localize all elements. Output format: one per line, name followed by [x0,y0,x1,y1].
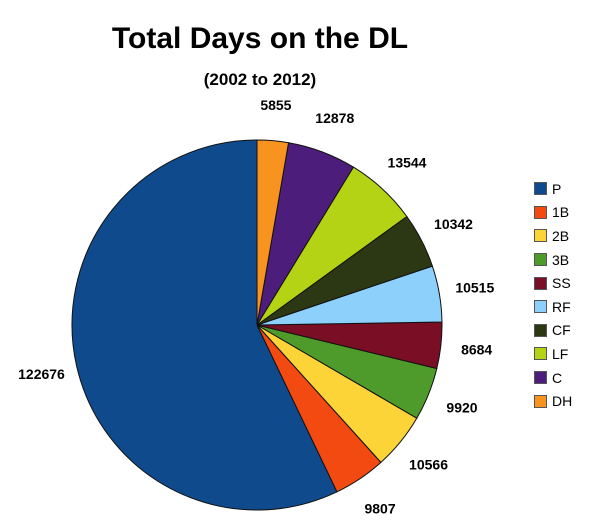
legend-label: 3B [552,251,570,268]
legend-item-p: P [534,177,572,201]
data-label-rf: 10515 [455,280,494,296]
legend-item-dh: DH [534,389,572,413]
legend-swatch [534,229,547,243]
legend-label: P [552,180,562,197]
pie-slice-p [71,139,338,511]
legend-item-rf: RF [534,295,572,319]
legend-swatch [534,182,547,196]
legend-item-lf: LF [534,342,572,366]
legend-swatch [534,300,547,314]
data-label-2b: 10566 [409,456,448,472]
data-label-cf: 10342 [434,216,473,232]
legend-label: LF [552,345,569,362]
data-label-dh: 5855 [260,97,291,113]
data-label-lf: 13544 [388,155,427,171]
legend-item-cf: CF [534,319,572,343]
legend-label: SS [552,275,571,292]
data-label-1b: 9807 [364,501,395,517]
legend-item-ss: SS [534,271,572,295]
legend-swatch [534,253,547,267]
legend-label: RF [552,298,571,315]
data-label-ss: 8684 [461,341,492,357]
data-label-3b: 9920 [446,400,477,416]
legend-swatch [534,323,547,337]
legend: P 1B 2B 3B SS RF CF LF C DH [534,177,572,413]
pie-slice-dh [256,139,290,326]
legend-label: CF [552,322,571,339]
legend-swatch [534,347,547,361]
legend-label: C [552,369,563,386]
legend-label: 1B [552,204,570,221]
legend-item-c: C [534,366,572,390]
legend-item-2b: 2B [534,224,572,248]
legend-swatch [534,276,547,290]
data-label-p: 122676 [18,366,65,382]
legend-swatch [534,394,547,408]
legend-swatch [534,371,547,385]
legend-swatch [534,205,547,219]
chart-subtitle: (2002 to 2012) [203,70,317,89]
legend-item-3b: 3B [534,248,572,272]
legend-item-1b: 1B [534,201,572,225]
legend-label: DH [552,393,573,410]
legend-label: 2B [552,227,570,244]
data-label-c: 12878 [315,110,354,126]
chart-title: Total Days on the DL [111,22,409,55]
